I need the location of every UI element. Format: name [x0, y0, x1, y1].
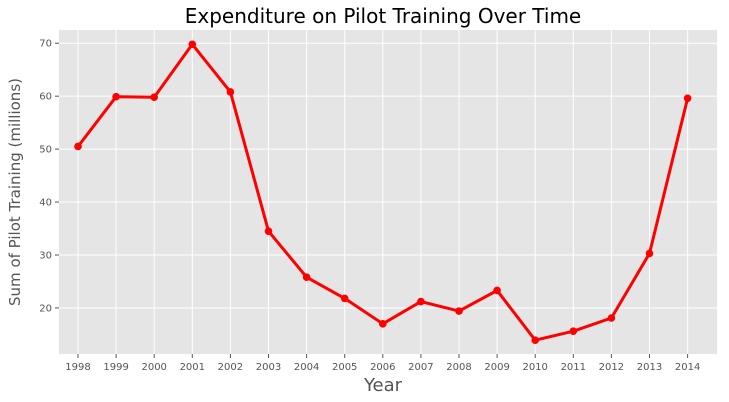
y-axis-ticks: 20 30 40 50 60 70 — [39, 39, 59, 314]
x-tick-label-2010: 2010 — [522, 362, 547, 373]
x-tick-label-2003: 2003 — [256, 362, 281, 373]
data-point-2002 — [226, 88, 235, 96]
x-tick-label-2009: 2009 — [484, 362, 509, 373]
y-tick-label-20: 20 — [39, 303, 52, 314]
x-axis-label: Year — [363, 375, 403, 396]
data-point-2010 — [531, 336, 539, 345]
data-point-2008 — [455, 307, 463, 315]
data-point-2006 — [379, 320, 387, 328]
data-point-1998 — [74, 142, 82, 151]
data-point-1999 — [112, 92, 120, 101]
plot-area — [59, 30, 717, 354]
x-tick-label-2000: 2000 — [141, 362, 166, 373]
x-tick-label-2014: 2014 — [675, 362, 700, 373]
x-tick-label-2005: 2005 — [332, 362, 357, 373]
x-tick-label-2007: 2007 — [408, 362, 433, 373]
x-tick-label-2013: 2013 — [637, 362, 662, 373]
x-tick-label-1998: 1998 — [65, 362, 90, 373]
data-point-2013 — [645, 249, 654, 258]
data-point-2004 — [302, 273, 311, 282]
x-tick-label-1999: 1999 — [103, 362, 128, 373]
data-point-2007 — [417, 297, 425, 306]
series-group — [74, 40, 692, 345]
y-axis-label: Sum of Pilot Training (millions) — [6, 78, 24, 306]
x-tick-label-2012: 2012 — [599, 362, 624, 373]
y-tick-label-50: 50 — [39, 145, 52, 156]
data-point-2011 — [569, 327, 578, 336]
y-tick-label-60: 60 — [39, 92, 52, 103]
chart-title: Expenditure on Pilot Training Over Time — [185, 4, 581, 28]
data-point-2014 — [683, 94, 692, 103]
x-tick-label-2002: 2002 — [218, 362, 243, 373]
x-tick-label-2006: 2006 — [370, 362, 395, 373]
x-tick-label-2004: 2004 — [294, 362, 319, 373]
x-tick-label-2008: 2008 — [446, 362, 471, 373]
y-tick-label-70: 70 — [39, 39, 52, 50]
data-point-2003 — [264, 227, 273, 235]
x-tick-label-2011: 2011 — [561, 362, 586, 373]
data-point-2005 — [340, 294, 349, 303]
data-point-2009 — [493, 286, 501, 295]
grid-lines — [59, 30, 717, 354]
y-tick-label-30: 30 — [39, 251, 52, 262]
x-tick-label-2001: 2001 — [180, 362, 205, 373]
data-point-2001 — [188, 40, 197, 49]
data-point-2000 — [150, 93, 158, 102]
y-tick-label-40: 40 — [39, 198, 52, 209]
x-axis-ticks: 1998 1999 2000 2001 2002 2003 2004 2005 2006 2007… — [65, 354, 700, 373]
data-point-2012 — [607, 314, 616, 322]
